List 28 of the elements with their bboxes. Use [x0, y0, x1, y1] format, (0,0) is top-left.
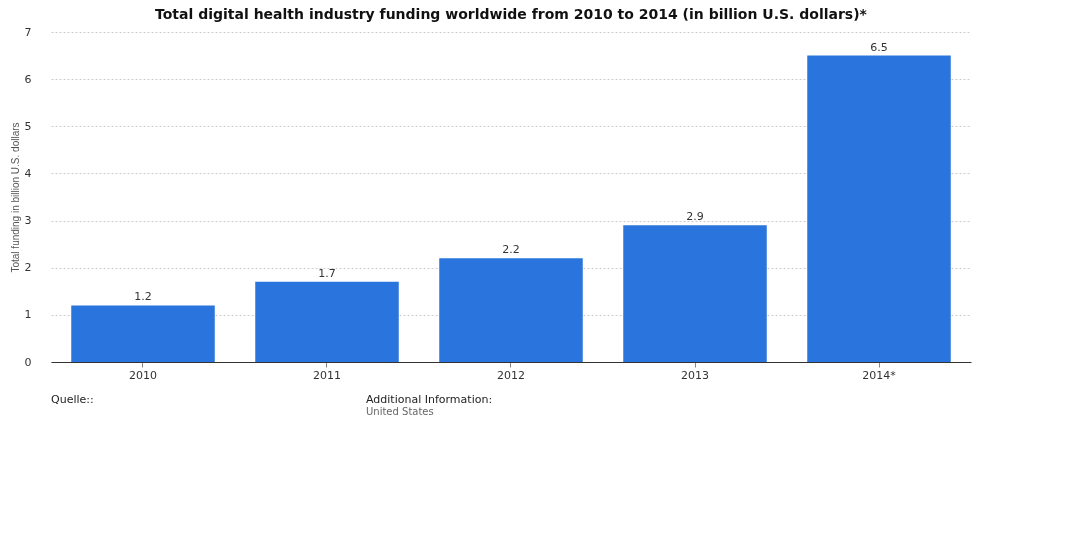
data-label: 1.2: [134, 290, 152, 304]
bar: [71, 305, 215, 362]
y-tick-label: 6: [24, 72, 32, 86]
bar: [807, 55, 951, 362]
y-tick-label: 7: [24, 25, 32, 39]
y-tick-label: 2: [24, 261, 32, 275]
data-label: 2.9: [686, 210, 704, 224]
y-tick-label: 1: [24, 308, 32, 322]
bar: [439, 258, 583, 362]
data-label: 2.2: [502, 243, 520, 257]
y-tick-label: 5: [24, 119, 32, 133]
x-tick-label: 2014*: [862, 368, 897, 382]
y-axis-title: Total funding in billion U.S. dollars: [9, 122, 21, 273]
data-label: 6.5: [870, 40, 888, 54]
x-tick-label: 2010: [129, 368, 157, 382]
x-tick-label: 2011: [313, 368, 341, 382]
x-tick-label: 2012: [497, 368, 525, 382]
y-tick-label: 3: [24, 214, 32, 228]
y-tick-label: 4: [24, 166, 32, 180]
source-note: Quelle::: [51, 393, 94, 406]
bar: [623, 225, 767, 362]
bar: [255, 281, 399, 362]
y-tick-label: 0: [24, 355, 32, 369]
data-label: 1.7: [318, 266, 336, 280]
text: United States: [366, 406, 434, 417]
x-tick-label: 2013: [681, 368, 709, 382]
text: Additional Information:: [366, 393, 493, 406]
chart-title: Total digital health industry funding worldwide from 2010 to 2014 (in billion U.S. dollars)*: [155, 6, 868, 22]
